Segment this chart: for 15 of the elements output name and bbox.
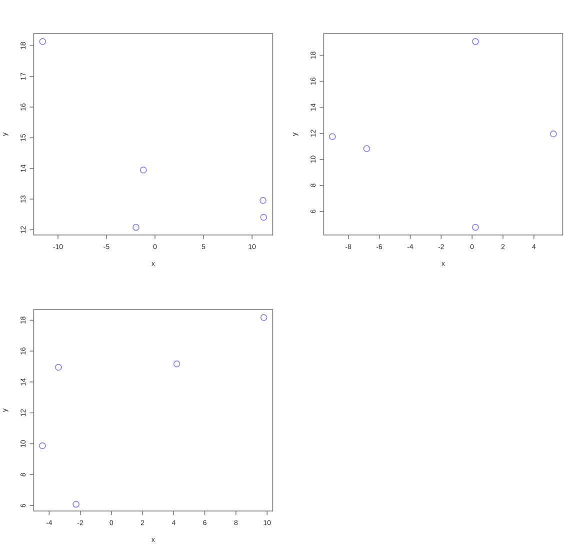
- point: [140, 166, 147, 174]
- point: [260, 314, 268, 321]
- point: [363, 145, 370, 152]
- point: [328, 133, 336, 140]
- point: [472, 38, 479, 45]
- point: [260, 196, 266, 204]
- point: [173, 360, 180, 368]
- point: [39, 442, 46, 450]
- point: [132, 224, 140, 231]
- point: [39, 38, 46, 45]
- point: [55, 364, 62, 371]
- point: [260, 214, 268, 221]
- point: [72, 500, 80, 508]
- point: [550, 130, 557, 138]
- point: [472, 224, 479, 231]
